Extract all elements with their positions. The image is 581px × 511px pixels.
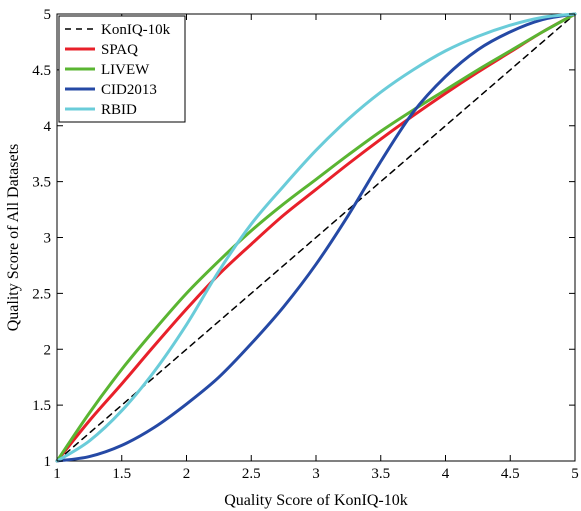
series-line-livew xyxy=(55,12,577,463)
y-tick-label: 4.5 xyxy=(32,63,51,79)
legend-label: KonIQ-10k xyxy=(101,22,171,38)
x-axis-label: Quality Score of KonIQ-10k xyxy=(224,492,408,509)
axes-layer: 1 1.5 2 2.5 3 3.5 4 4.5 5 1 1.5 2 2.5 3 3.5 4 4.5 5 xyxy=(32,7,579,482)
y-tick-label: 2 xyxy=(44,342,52,358)
x-tick-label: 2 xyxy=(183,466,191,482)
y-tick-label: 1 xyxy=(44,454,52,470)
y-tick-label: 5 xyxy=(44,7,52,23)
y-tick-label: 3 xyxy=(44,231,52,247)
series-line-cid2013 xyxy=(55,12,577,463)
legend-label: CID2013 xyxy=(101,82,157,98)
x-tick-label: 4 xyxy=(442,466,450,482)
series-line-spaq xyxy=(55,12,577,463)
x-tick-label: 4.5 xyxy=(501,466,520,482)
x-tick-label: 2.5 xyxy=(242,466,261,482)
legend-label: RBID xyxy=(101,102,137,118)
legend-label: SPAQ xyxy=(101,42,138,58)
series-layer xyxy=(55,12,577,463)
x-tick-label: 3 xyxy=(312,466,320,482)
y-tick-label: 2.5 xyxy=(32,286,51,302)
x-tick-label: 1.5 xyxy=(112,466,131,482)
x-tick-label: 5 xyxy=(571,466,579,482)
legend-label: LIVEW xyxy=(101,62,150,78)
legend: KonIQ-10k SPAQ LIVEW CID2013 RBID xyxy=(58,15,186,123)
series-line-rbid xyxy=(55,12,577,463)
y-tick-label: 4 xyxy=(44,119,52,135)
y-axis-label: Quality Score of All Datasets xyxy=(5,144,22,332)
y-tick-label: 3.5 xyxy=(32,175,51,191)
y-tick-label: 1.5 xyxy=(32,398,51,414)
x-tick-label: 1 xyxy=(53,466,61,482)
x-tick-label: 3.5 xyxy=(371,466,390,482)
